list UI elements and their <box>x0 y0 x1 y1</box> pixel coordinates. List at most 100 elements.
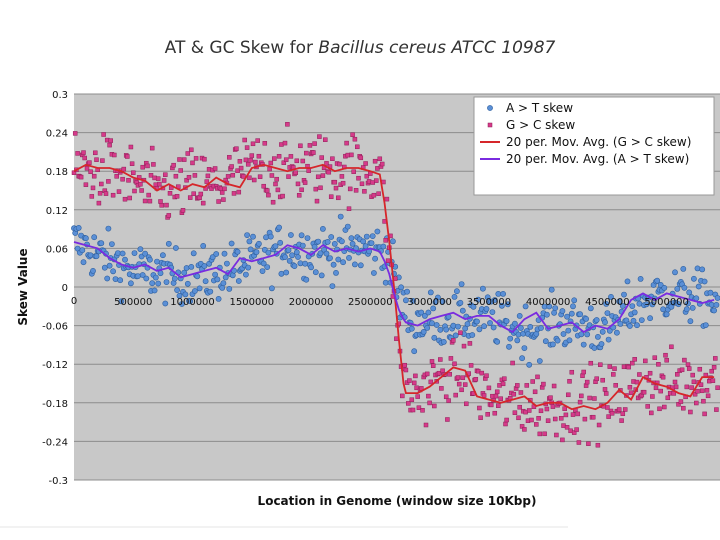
gc-skew-point <box>337 161 342 167</box>
at-skew-point <box>174 287 180 293</box>
gc-skew-point <box>132 188 137 194</box>
gc-skew-point <box>545 418 551 423</box>
at-skew-point <box>272 243 279 249</box>
gc-skew-point <box>241 174 246 179</box>
gc-skew-point <box>323 137 328 142</box>
gc-skew-point <box>406 401 411 406</box>
at-skew-point <box>190 250 197 257</box>
gc-skew-point <box>649 410 654 416</box>
gc-skew-point <box>400 393 405 399</box>
y-axis-title: Skew Value <box>16 248 30 325</box>
at-skew-point <box>464 321 471 327</box>
at-skew-point <box>599 328 606 335</box>
at-skew-point <box>514 337 521 344</box>
legend-gc-moving-average-label: 20 per. Mov. Avg. (G > C skew) <box>506 135 691 149</box>
gc-skew-point <box>607 364 613 369</box>
gc-skew-point <box>558 416 564 421</box>
at-skew-point <box>223 260 230 267</box>
gc-skew-point <box>384 196 390 202</box>
gc-skew-point <box>590 414 596 420</box>
x-tick-label: 500000 <box>114 297 152 308</box>
gc-skew-point <box>675 372 680 377</box>
at-skew-point <box>672 269 678 276</box>
gc-skew-point <box>383 238 388 243</box>
gc-skew-point <box>443 394 449 400</box>
at-skew-point <box>443 326 450 333</box>
gc-skew-point <box>110 192 116 198</box>
at-skew-point <box>181 269 188 276</box>
gc-skew-point <box>477 405 482 411</box>
gc-skew-point <box>90 185 96 191</box>
at-skew-point <box>476 326 483 333</box>
gc-skew-point <box>486 385 492 391</box>
gc-skew-point <box>353 188 359 193</box>
gc-skew-point <box>358 155 364 161</box>
gc-skew-point <box>453 392 458 398</box>
gc-skew-point <box>347 186 353 192</box>
at-skew-point <box>398 284 404 291</box>
at-skew-point <box>79 247 86 254</box>
at-skew-point <box>643 301 650 308</box>
gc-skew-point <box>159 203 164 208</box>
gc-skew-point <box>673 384 679 390</box>
gc-skew-point <box>340 180 346 186</box>
gc-skew-point <box>296 193 302 198</box>
at-skew-point <box>349 240 356 247</box>
at-skew-point <box>504 301 511 308</box>
gc-skew-point <box>225 174 231 179</box>
at-skew-point <box>490 324 497 331</box>
at-skew-point <box>202 278 209 285</box>
gc-skew-point <box>167 191 173 196</box>
y-tick-label: 0.06 <box>46 244 68 255</box>
at-skew-point <box>260 260 267 267</box>
gc-skew-point <box>548 395 553 400</box>
at-skew-point <box>333 269 339 276</box>
at-skew-point <box>702 322 709 328</box>
gc-skew-point <box>147 198 153 204</box>
gc-skew-point <box>349 152 354 158</box>
at-skew-point <box>112 276 119 282</box>
at-skew-point <box>450 322 457 329</box>
gc-skew-point <box>511 391 517 397</box>
gc-skew-point <box>189 147 194 153</box>
at-skew-point <box>255 240 262 247</box>
at-skew-point <box>431 334 438 341</box>
at-skew-point <box>434 294 441 301</box>
gc-skew-point <box>145 163 150 169</box>
gc-skew-point <box>637 372 642 377</box>
gc-skew-point <box>318 185 323 191</box>
gc-skew-point <box>295 181 301 187</box>
at-skew-point <box>157 270 164 277</box>
gc-skew-point <box>336 195 341 201</box>
at-skew-point <box>329 283 336 289</box>
gc-skew-point <box>563 412 569 418</box>
at-skew-point <box>319 225 326 232</box>
at-skew-point <box>479 285 486 292</box>
legend-at-moving-average-label: 20 per. Mov. Avg. (A > T skew) <box>506 152 689 166</box>
at-skew-point <box>159 252 166 259</box>
gc-skew-point <box>424 371 430 377</box>
gc-skew-point <box>571 430 577 435</box>
at-skew-point <box>135 273 141 279</box>
gc-skew-point <box>432 403 437 409</box>
gc-skew-point <box>285 122 290 127</box>
gc-skew-point <box>516 415 521 421</box>
gc-skew-point <box>190 160 195 166</box>
at-skew-point <box>475 296 482 303</box>
gc-skew-point <box>715 385 720 390</box>
gc-skew-point <box>581 369 586 375</box>
gc-skew-point <box>622 407 628 412</box>
gc-skew-point <box>484 373 489 378</box>
gc-skew-point <box>100 158 105 163</box>
gc-skew-point <box>529 417 534 423</box>
gc-skew-point <box>678 399 684 404</box>
at-skew-point <box>554 337 561 344</box>
gc-skew-point <box>641 389 647 395</box>
gc-skew-point <box>187 195 193 200</box>
y-tick-label: 0.24 <box>46 129 68 140</box>
at-skew-point <box>143 275 150 282</box>
gc-skew-point <box>526 408 532 413</box>
gc-skew-point <box>619 418 624 423</box>
gc-skew-point <box>148 173 154 178</box>
at-skew-point <box>418 309 425 316</box>
